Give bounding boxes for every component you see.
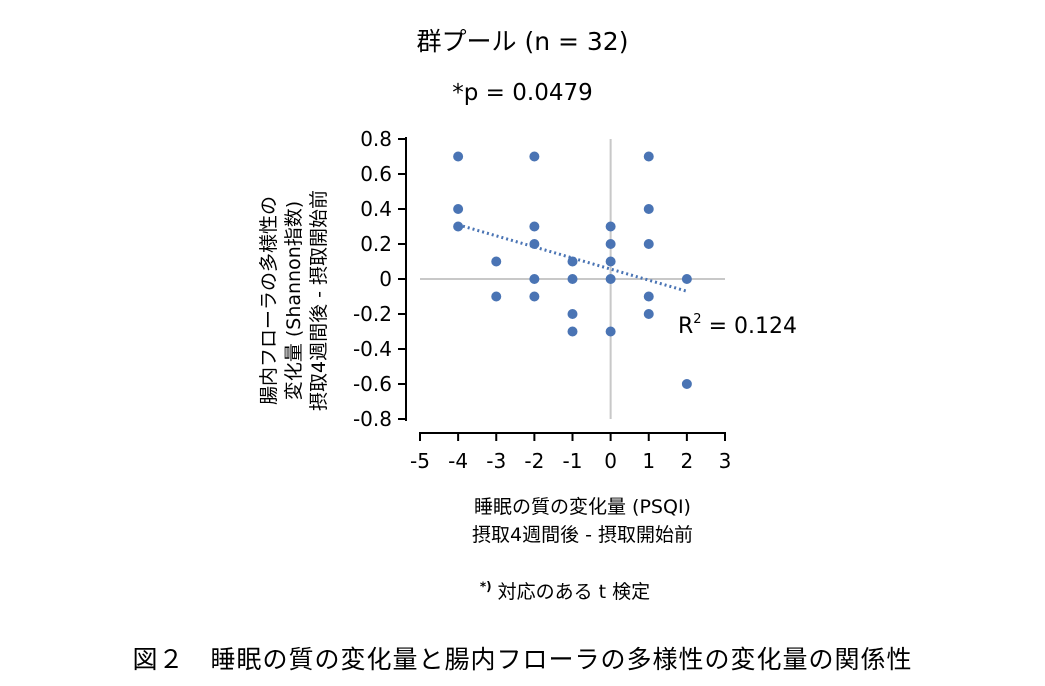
data-point	[681, 379, 692, 389]
y-tick-label: -0.8	[353, 407, 392, 431]
data-point	[605, 326, 616, 337]
data-point	[643, 291, 654, 302]
y-axis-label-line-2: 変化量 (Shannon指数)	[283, 200, 306, 400]
x-tick-label: -4	[448, 449, 468, 473]
data-point	[681, 274, 692, 284]
x-tick-label: -1	[563, 449, 583, 473]
x-axis-label: 睡眠の質の変化量 (PSQI) 摂取4週間後 - 摂取開始前	[0, 493, 1045, 549]
y-tick-label: -0.2	[353, 302, 392, 326]
y-tick-label: 0	[379, 267, 392, 291]
p-value-label: *p = 0.0479	[452, 80, 593, 106]
data-point	[453, 204, 464, 214]
data-point	[453, 151, 464, 162]
data-point	[567, 274, 578, 284]
x-tick-label: 3	[719, 449, 732, 473]
data-point	[605, 239, 616, 249]
data-point	[491, 256, 502, 267]
y-tick-label: -0.4	[353, 337, 392, 361]
x-axis-label-line-1: 睡眠の質の変化量 (PSQI)	[474, 496, 691, 518]
y-tick-label: -0.6	[353, 372, 392, 396]
data-point	[529, 221, 540, 232]
figure-caption: 図２ 睡眠の質の変化量と腸内フローラの多様性の変化量の関係性	[132, 645, 913, 674]
y-tick-label: 0.8	[360, 127, 392, 151]
x-tick-label: -5	[410, 449, 430, 473]
x-tick-label: -2	[524, 449, 544, 473]
x-tick-label: 2	[681, 449, 694, 473]
x-tick-label: -3	[486, 449, 506, 473]
x-tick-label: 1	[642, 449, 655, 473]
data-point	[567, 256, 578, 267]
test-note: *) 対応のある t 検定	[0, 577, 1045, 604]
data-point	[643, 204, 654, 214]
x-axis-label-line-2: 摂取4週間後 - 摂取開始前	[471, 524, 694, 546]
data-point	[643, 151, 654, 162]
data-point	[491, 291, 502, 302]
data-point	[529, 151, 540, 162]
chart-title: 群プール (n = 32)	[416, 27, 629, 56]
data-point	[529, 239, 540, 249]
data-point	[529, 274, 540, 284]
data-point	[529, 291, 540, 302]
data-point	[453, 221, 464, 232]
y-tick-label: 0.4	[360, 197, 392, 221]
y-tick-label: 0.6	[360, 162, 392, 186]
data-point	[605, 221, 616, 232]
y-axis-label-line-1: 腸内フローラの多様性の	[258, 195, 281, 405]
data-point	[567, 326, 578, 337]
data-point	[605, 256, 616, 267]
x-tick-label: 0	[604, 449, 617, 473]
y-tick-label: 0.2	[360, 232, 392, 256]
data-point	[643, 239, 654, 249]
r-squared-label: R2 = 0.124	[678, 312, 797, 339]
note-mark: *)	[479, 579, 492, 594]
data-point	[643, 309, 654, 319]
note-text: 対応のある t 検定	[491, 581, 651, 603]
data-point	[605, 274, 616, 284]
y-axis-label-line-3: 摂取4週間後 - 摂取開始前	[308, 189, 331, 411]
y-axis-label: 腸内フローラの多様性の 変化量 (Shannon指数) 摂取4週間後 - 摂取開…	[240, 150, 350, 450]
data-point	[567, 309, 578, 319]
